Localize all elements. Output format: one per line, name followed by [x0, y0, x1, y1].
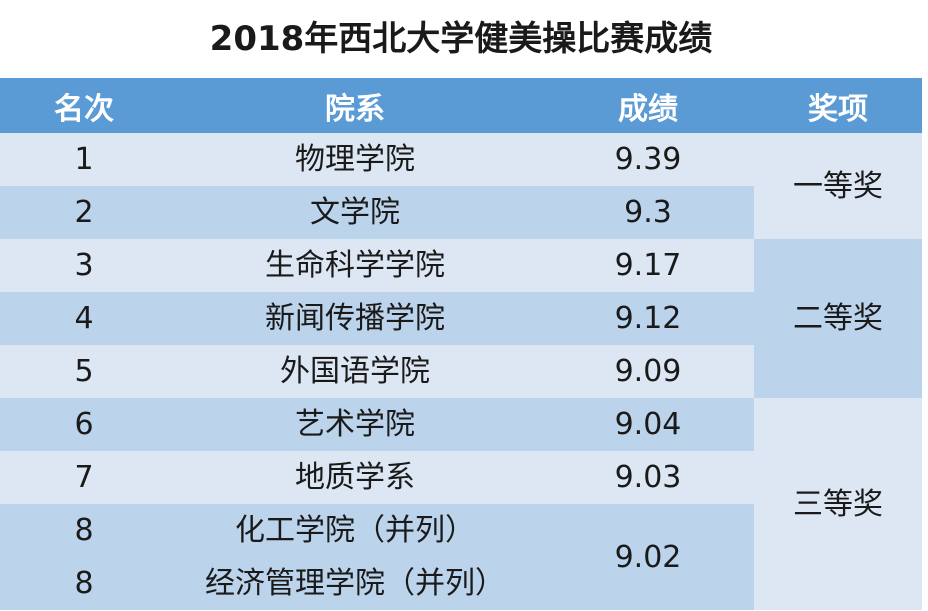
- header-college: 院系: [168, 78, 542, 133]
- rank-cell: 8: [0, 557, 168, 610]
- header-award: 奖项: [754, 78, 922, 133]
- table-row: 4 新闻传播学院 9.12: [0, 292, 922, 345]
- score-cell: 9.3: [542, 186, 754, 239]
- score-cell: 9.39: [542, 133, 754, 186]
- college-cell: 艺术学院: [168, 398, 542, 451]
- college-cell: 文学院: [168, 186, 542, 239]
- right-margin: [922, 0, 928, 611]
- rank-cell: 2: [0, 186, 168, 239]
- college-cell: 新闻传播学院: [168, 292, 542, 345]
- score-cell: 9.09: [542, 345, 754, 398]
- college-cell: 经济管理学院（并列）: [168, 557, 542, 610]
- header-rank: 名次: [0, 78, 168, 133]
- score-cell: 9.03: [542, 451, 754, 504]
- table-row: 2 文学院 9.3: [0, 186, 922, 239]
- table-title: 2018年西北大学健美操比赛成绩: [0, 0, 922, 78]
- college-cell: 地质学系: [168, 451, 542, 504]
- college-cell: 化工学院（并列）: [168, 504, 542, 557]
- table-row: 3 生命科学学院 9.17 二等奖: [0, 239, 922, 398]
- score-cell-shared: 9.02: [542, 504, 754, 610]
- header-score: 成绩: [542, 78, 754, 133]
- rank-cell: 5: [0, 345, 168, 398]
- college-cell: 生命科学学院: [168, 239, 542, 292]
- award-first: 一等奖: [754, 133, 922, 239]
- college-cell: 外国语学院: [168, 345, 542, 398]
- table-row: 6 艺术学院 9.04 三等奖: [0, 398, 922, 610]
- rank-cell: 7: [0, 451, 168, 504]
- college-cell: 物理学院: [168, 133, 542, 186]
- rank-cell: 6: [0, 398, 168, 451]
- rank-cell: 4: [0, 292, 168, 345]
- score-cell: 9.12: [542, 292, 754, 345]
- table-row: 1 物理学院 9.39 一等奖: [0, 133, 922, 239]
- table-row: 5 外国语学院 9.09: [0, 345, 922, 398]
- score-cell: 9.17: [542, 239, 754, 292]
- table-row: 7 地质学系 9.03: [0, 451, 922, 504]
- results-table: 名次 院系 成绩 奖项 1 物理学院 9.39 一等奖 2 文学院 9.3 3 …: [0, 78, 922, 610]
- table-row: 8 经济管理学院（并列）: [0, 557, 922, 610]
- award-second: 二等奖: [754, 239, 922, 398]
- table-row: 8 化工学院（并列） 9.02: [0, 504, 922, 610]
- award-third: 三等奖: [754, 398, 922, 610]
- score-cell: 9.04: [542, 398, 754, 451]
- rank-cell: 1: [0, 133, 168, 186]
- header-row: 名次 院系 成绩 奖项: [0, 78, 922, 133]
- rank-cell: 3: [0, 239, 168, 292]
- rank-cell: 8: [0, 504, 168, 557]
